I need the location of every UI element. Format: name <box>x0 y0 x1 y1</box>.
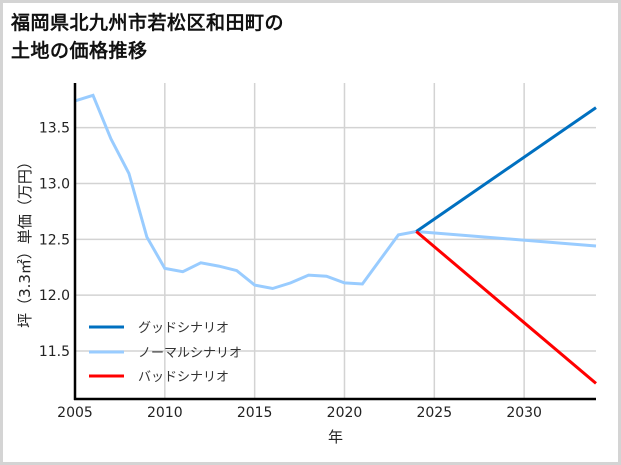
legend-item-2: バッドシナリオ <box>89 370 229 385</box>
series-line-0 <box>415 106 597 233</box>
legend-label: グッドシナリオ <box>138 321 229 336</box>
y-tick-label: 12.5 <box>39 232 70 248</box>
x-tick-label: 2025 <box>416 405 452 421</box>
data-series <box>74 93 597 385</box>
chart-title: 福岡県北九州市若松区和田町の 土地の価格推移 <box>11 9 284 65</box>
axes <box>73 83 596 401</box>
y-axis-label: 坪（3.3㎡）単価（万円） <box>16 154 34 328</box>
legend-item-1: ノーマルシナリオ <box>89 346 242 361</box>
x-tick-label: 2015 <box>237 405 273 421</box>
x-tick-label: 2020 <box>327 405 363 421</box>
y-axis-ticks: 11.5 12.0 12.5 13.0 13.5 <box>39 121 70 360</box>
legend-label: バッドシナリオ <box>138 370 229 385</box>
y-tick-label: 11.5 <box>39 344 70 360</box>
legend-item-0: グッドシナリオ <box>89 321 229 336</box>
legend-label: ノーマルシナリオ <box>138 346 242 361</box>
y-tick-label: 13.5 <box>39 121 70 137</box>
series-line-1 <box>74 93 597 291</box>
series-line-2 <box>415 230 597 385</box>
chart-title-line-2: 土地の価格推移 <box>11 40 148 62</box>
x-tick-label: 2010 <box>147 405 183 421</box>
x-axis-label: 年 <box>328 428 343 446</box>
y-tick-label: 13.0 <box>39 176 70 192</box>
chart-title-line-1: 福岡県北九州市若松区和田町の <box>11 12 285 34</box>
x-axis-ticks: 2005 2010 2015 2020 2025 2030 <box>57 405 542 421</box>
x-tick-label: 2030 <box>506 405 542 421</box>
x-tick-label: 2005 <box>57 405 93 421</box>
y-tick-label: 12.0 <box>39 288 70 304</box>
